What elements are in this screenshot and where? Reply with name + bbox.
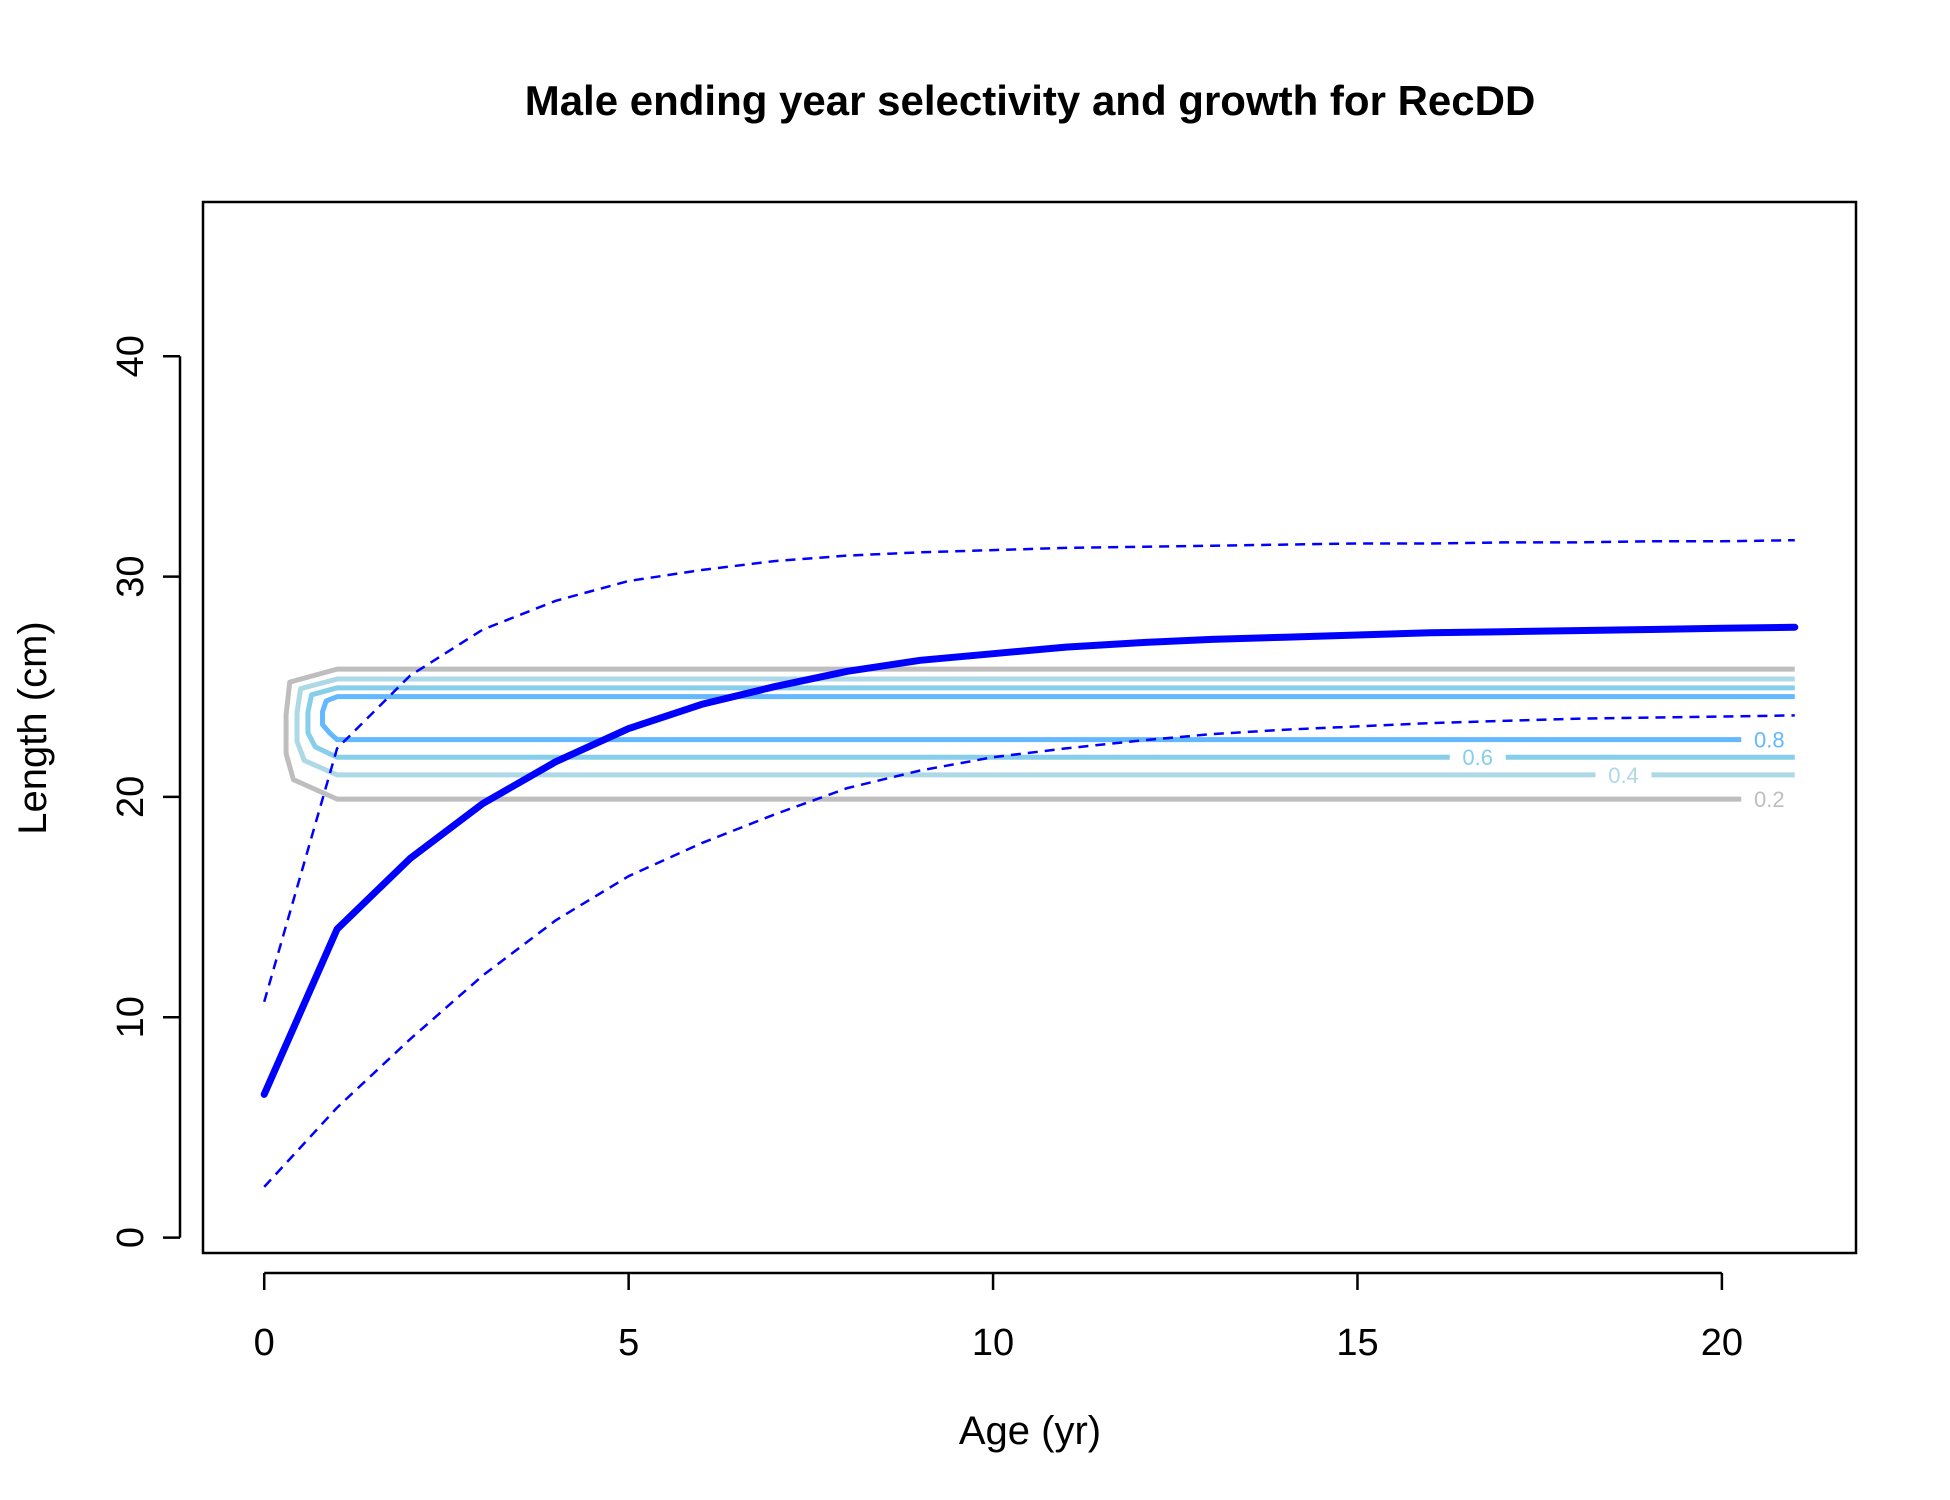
y-tick-label: 40 bbox=[110, 335, 152, 377]
contour-line-0.2 bbox=[283, 666, 1795, 802]
contour-label-gap bbox=[1595, 768, 1652, 781]
contour-label-gap bbox=[1741, 733, 1798, 746]
chart-title: Male ending year selectivity and growth … bbox=[525, 77, 1536, 124]
contour-label-gap bbox=[1741, 793, 1798, 806]
y-tick-label: 0 bbox=[110, 1227, 152, 1248]
y-tick-label: 20 bbox=[110, 776, 152, 818]
x-tick-label: 10 bbox=[972, 1322, 1014, 1364]
contour-label-0.2: 0.2 bbox=[1754, 787, 1785, 812]
x-tick-label: 15 bbox=[1336, 1322, 1378, 1364]
growth-interval-line bbox=[263, 714, 1795, 1188]
growth-interval-line bbox=[262, 538, 1795, 1003]
y-axis-title: Length (cm) bbox=[11, 621, 55, 834]
y-axis: 0 10 20 30 40 bbox=[110, 335, 182, 1248]
x-tick-label: 0 bbox=[254, 1322, 275, 1364]
x-axis-title: Age (yr) bbox=[959, 1409, 1101, 1453]
contour-label-0.6: 0.6 bbox=[1462, 745, 1493, 770]
contour-label-0.4: 0.4 bbox=[1608, 763, 1639, 788]
growth-series bbox=[260, 538, 1799, 1188]
contour-label-0.8: 0.8 bbox=[1754, 728, 1785, 753]
contour-line-0.6 bbox=[305, 685, 1795, 760]
plot-frame bbox=[201, 200, 1858, 1255]
contour-label-gap bbox=[1449, 751, 1506, 764]
x-tick-label: 5 bbox=[618, 1322, 639, 1364]
contour-line-0.4 bbox=[294, 676, 1795, 778]
contour-line-0.8 bbox=[320, 694, 1795, 743]
y-tick-label: 30 bbox=[110, 555, 152, 597]
x-tick-label: 20 bbox=[1701, 1322, 1743, 1364]
y-tick-label: 10 bbox=[110, 996, 152, 1038]
growth-mean-line bbox=[260, 623, 1799, 1098]
x-axis: 0 5 10 15 20 bbox=[254, 1271, 1743, 1364]
selectivity-contours: 0.2 0.4 0.6 0.8 bbox=[283, 666, 1798, 812]
